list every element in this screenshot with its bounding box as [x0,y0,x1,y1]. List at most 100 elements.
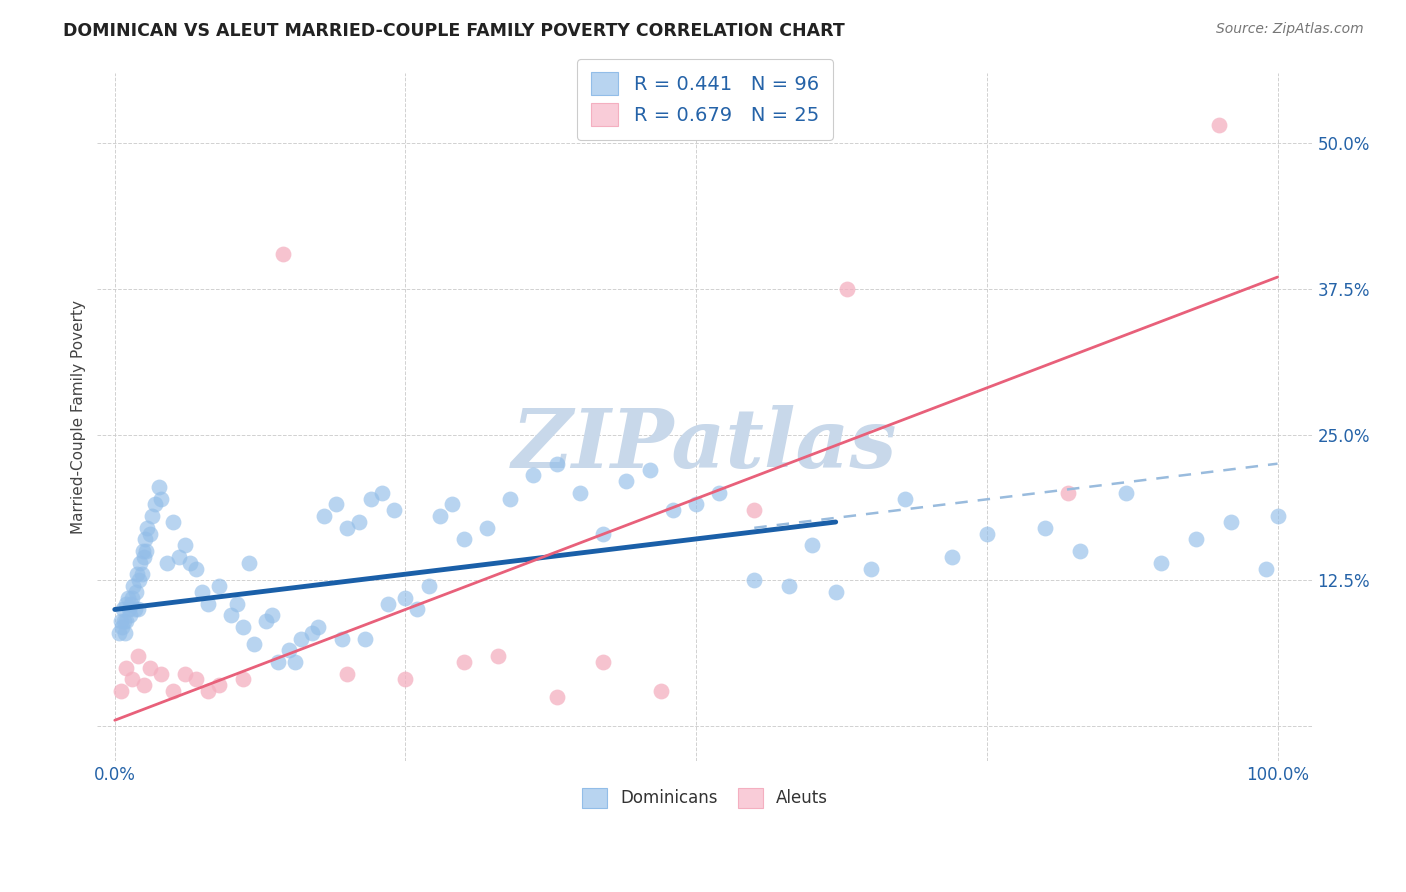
Point [453,655,475,669]
Point [254,614,277,628]
Point [266,655,288,669]
Point [314,509,336,524]
Point [453,533,475,547]
Point [377,597,399,611]
Point [330,632,353,646]
Point [148,480,170,494]
Point [112,614,135,628]
Point [134,533,156,547]
Point [128,574,150,588]
Legend: Dominicans, Aleuts: Dominicans, Aleuts [575,781,835,814]
Point [429,509,451,524]
Point [1150,556,1173,570]
Point [353,632,375,646]
Point [1033,521,1056,535]
Text: ZIPatlas: ZIPatlas [512,405,897,484]
Point [173,666,195,681]
Point [219,608,242,623]
Point [941,549,963,564]
Point [122,579,145,593]
Point [127,602,149,616]
Point [125,585,148,599]
Point [284,655,307,669]
Point [191,585,214,599]
Point [120,597,142,611]
Point [117,591,139,605]
Point [208,579,231,593]
Point [111,620,134,634]
Point [1069,544,1091,558]
Point [124,602,146,616]
Point [371,486,394,500]
Text: Source: ZipAtlas.com: Source: ZipAtlas.com [1216,22,1364,37]
Point [546,457,568,471]
Point [162,515,184,529]
Point [115,614,138,628]
Point [382,503,405,517]
Point [638,462,661,476]
Point [1254,561,1277,575]
Point [1185,533,1208,547]
Point [115,597,138,611]
Point [894,491,917,506]
Point [150,491,173,506]
Point [141,509,163,524]
Point [418,579,440,593]
Point [290,632,312,646]
Point [1057,486,1080,500]
Point [238,556,260,570]
Point [132,549,155,564]
Point [138,661,160,675]
Point [1267,509,1289,524]
Point [131,567,153,582]
Point [499,491,522,506]
Point [546,690,568,704]
Point [136,521,159,535]
Point [135,544,157,558]
Point [162,684,184,698]
Point [150,666,173,681]
Point [709,486,731,500]
Point [114,625,136,640]
Point [394,591,416,605]
Point [125,567,148,582]
Point [592,526,614,541]
Point [243,637,266,651]
Point [1115,486,1137,500]
Point [801,538,824,552]
Point [859,561,882,575]
Point [232,673,254,687]
Point [118,602,141,616]
Point [173,538,195,552]
Point [138,526,160,541]
Point [232,620,254,634]
Point [118,608,141,623]
Point [522,468,544,483]
Point [778,579,800,593]
Point [145,498,167,512]
Point [394,673,416,687]
Point [186,561,208,575]
Point [273,246,295,260]
Point [197,597,219,611]
Point [108,625,131,640]
Point [336,666,359,681]
Point [121,591,143,605]
Point [110,684,132,698]
Point [662,503,685,517]
Point [132,678,155,692]
Point [197,684,219,698]
Point [156,556,179,570]
Point [110,614,132,628]
Point [1220,515,1243,529]
Point [616,474,638,488]
Point [115,661,138,675]
Point [325,498,347,512]
Point [121,673,143,687]
Point [440,498,463,512]
Point [347,515,370,529]
Point [592,655,614,669]
Point [127,649,149,664]
Text: DOMINICAN VS ALEUT MARRIED-COUPLE FAMILY POVERTY CORRELATION CHART: DOMINICAN VS ALEUT MARRIED-COUPLE FAMILY… [63,22,845,40]
Point [208,678,231,692]
